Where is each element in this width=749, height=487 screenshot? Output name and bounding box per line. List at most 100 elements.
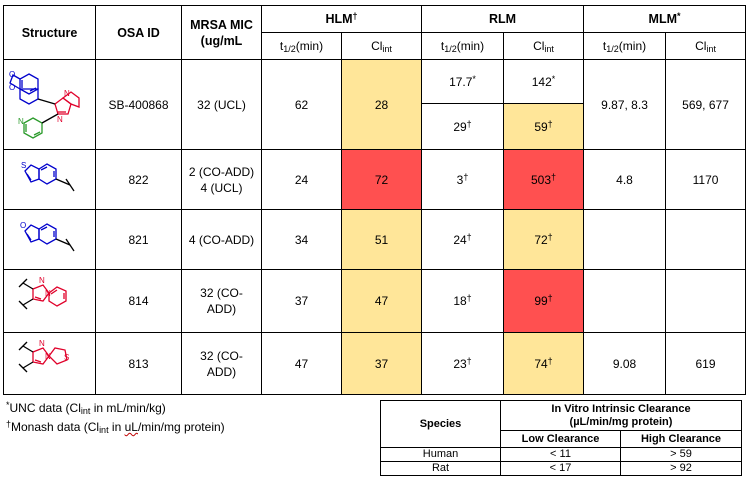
mlm-thalf-cell bbox=[583, 209, 667, 270]
mlm-thalf-cell bbox=[583, 269, 667, 333]
header-row-1: Structure OSA ID MRSA MIC (ug/mL HLM† RLM… bbox=[3, 5, 747, 60]
rlm-thalf-cell: 29† bbox=[421, 103, 504, 150]
hlm-thalf-header: t1/2(min) bbox=[261, 32, 342, 60]
high-clearance-header: High Clearance bbox=[620, 430, 742, 448]
species-cell: Rat bbox=[380, 461, 501, 476]
mic-cell: 4 (CO-ADD) bbox=[181, 209, 262, 270]
osa-id-cell: 822 bbox=[95, 149, 182, 210]
table-row: N N 814 32 (CO- ADD) 37 47 18† 99† bbox=[3, 269, 747, 333]
hlm-clint-cell: 72 bbox=[341, 149, 422, 210]
svg-text:O: O bbox=[20, 221, 26, 230]
hlm-clint-header: Clint bbox=[341, 32, 422, 60]
clearance-reference-table: Species In Vitro Intrinsic Clearance (µL/… bbox=[380, 400, 742, 476]
metabolic-stability-table: Structure OSA ID MRSA MIC (ug/mL HLM† RLM… bbox=[3, 5, 747, 395]
mlm-clint-cell bbox=[665, 269, 747, 333]
svg-text:N: N bbox=[39, 339, 45, 348]
footnote-monash: †Monash data (Clint in uL/min/mg protein… bbox=[6, 419, 225, 435]
table-row: 29† 59† bbox=[4, 103, 746, 150]
table-row: O 821 4 (CO-ADD) 34 51 24† 72† bbox=[3, 209, 747, 270]
mic-cell: 32 (UCL) bbox=[181, 59, 262, 150]
rlm-clint-header: Clint bbox=[502, 32, 585, 60]
svg-text:N: N bbox=[45, 352, 51, 361]
svg-text:N: N bbox=[18, 117, 24, 126]
svg-text:S: S bbox=[21, 161, 26, 170]
low-cell: < 17 bbox=[500, 461, 621, 476]
hlm-thalf-cell: 34 bbox=[261, 209, 342, 270]
osa-id-cell: 814 bbox=[95, 269, 182, 333]
molecule-813-icon: N N S bbox=[18, 339, 69, 372]
table-row: N N S 813 32 (CO- ADD) 47 37 23† 74† 9.08… bbox=[3, 332, 747, 395]
structure-822: S bbox=[3, 149, 96, 210]
molecule-sb400868-icon: O O N N N bbox=[9, 70, 80, 139]
svg-text:N: N bbox=[64, 89, 70, 98]
hlm-clint-cell: 28 bbox=[341, 59, 422, 150]
rlm-thalf-header: t1/2(min) bbox=[421, 32, 504, 60]
rlm-thalf-cell: 23† bbox=[421, 332, 504, 395]
structure-813: N N S bbox=[3, 332, 96, 395]
hlm-clint-cell: 37 bbox=[341, 332, 422, 395]
mic-cell: 32 (CO- ADD) bbox=[181, 332, 262, 395]
structure-814: N N bbox=[3, 269, 96, 333]
svg-text:N: N bbox=[57, 115, 63, 124]
mlm-clint-header: Clint bbox=[665, 32, 747, 60]
table-row: Human < 11 > 59 bbox=[380, 447, 742, 462]
footnote-unc: *UNC data (Clint in mL/min/kg) bbox=[6, 400, 166, 416]
rlm-clint-cell: 503† bbox=[502, 149, 585, 210]
svg-text:O: O bbox=[9, 70, 15, 79]
structure-header: Structure bbox=[3, 5, 96, 60]
hlm-thalf-cell: 47 bbox=[261, 332, 342, 395]
rlm-clint-cell: 74† bbox=[502, 332, 585, 395]
mlm-clint-cell: 569, 677 bbox=[665, 59, 747, 150]
mic-cell: 2 (CO-ADD) 4 (UCL) bbox=[181, 149, 262, 210]
table-row: Rat < 17 > 92 bbox=[380, 461, 742, 476]
osa-id-cell: SB-400868 bbox=[95, 59, 182, 150]
mlm-thalf-header: t1/2(min) bbox=[583, 32, 667, 60]
hlm-clint-cell: 51 bbox=[341, 209, 422, 270]
rlm-thalf-cell: 3† bbox=[421, 149, 504, 210]
rlm-thalf-cell: 24† bbox=[421, 209, 504, 270]
structure-sb400868: O O N N N bbox=[3, 59, 96, 150]
rlm-clint-cell: 99† bbox=[502, 269, 585, 333]
mlm-clint-cell: 619 bbox=[665, 332, 747, 395]
mlm-thalf-cell: 4.8 bbox=[583, 149, 667, 210]
hlm-thalf-cell: 62 bbox=[261, 59, 342, 150]
table-row: S 822 2 (CO-ADD) 4 (UCL) 24 72 3† 503† 4.… bbox=[3, 149, 747, 210]
rlm-clint-cell: 72† bbox=[502, 209, 585, 270]
hlm-header: HLM† bbox=[261, 5, 422, 33]
mlm-clint-cell bbox=[665, 209, 747, 270]
osa-id-cell: 821 bbox=[95, 209, 182, 270]
footnotes: *UNC data (Clint in mL/min/kg) †Monash d… bbox=[6, 399, 225, 437]
clearance-title: In Vitro Intrinsic Clearance (µL/min/mg p… bbox=[500, 400, 742, 431]
rlm-header: RLM bbox=[420, 5, 585, 33]
svg-text:N: N bbox=[39, 276, 45, 285]
hlm-thalf-cell: 37 bbox=[261, 269, 342, 333]
high-cell: > 59 bbox=[620, 447, 742, 462]
mlm-thalf-cell: 9.87, 8.3 bbox=[583, 59, 667, 150]
hlm-thalf-cell: 24 bbox=[261, 149, 342, 210]
mlm-thalf-cell: 9.08 bbox=[583, 332, 667, 395]
rlm-clint-cell: 59† bbox=[502, 103, 585, 150]
rlm-thalf-cell: 17.7* bbox=[421, 59, 504, 104]
clearance-header-row-1: Species In Vitro Intrinsic Clearance (µL/… bbox=[380, 400, 742, 448]
structure-821: O bbox=[3, 209, 96, 270]
rlm-thalf-cell: 18† bbox=[421, 269, 504, 333]
mlm-clint-cell: 1170 bbox=[665, 149, 747, 210]
molecule-821-icon: O bbox=[20, 221, 75, 251]
osa-id-cell: 813 bbox=[95, 332, 182, 395]
mic-cell: 32 (CO- ADD) bbox=[181, 269, 262, 333]
rlm-clint-cell: 142* bbox=[502, 59, 585, 104]
molecule-814-icon: N N bbox=[18, 276, 67, 310]
low-clearance-header: Low Clearance bbox=[500, 430, 621, 448]
svg-text:S: S bbox=[64, 353, 69, 362]
mlm-header: MLM* bbox=[583, 5, 747, 33]
low-cell: < 11 bbox=[500, 447, 621, 462]
species-cell: Human bbox=[380, 447, 501, 462]
table-row: O O N N N SB-400868 32 (UCL) 62 28 17.7*… bbox=[3, 59, 747, 150]
osa-id-header: OSA ID bbox=[95, 5, 182, 60]
species-header: Species bbox=[380, 400, 501, 448]
mic-header: MRSA MIC (ug/mL bbox=[181, 5, 262, 60]
high-cell: > 92 bbox=[620, 461, 742, 476]
hlm-clint-cell: 47 bbox=[341, 269, 422, 333]
molecule-822-icon: S bbox=[21, 161, 75, 191]
svg-text:O: O bbox=[9, 83, 15, 92]
